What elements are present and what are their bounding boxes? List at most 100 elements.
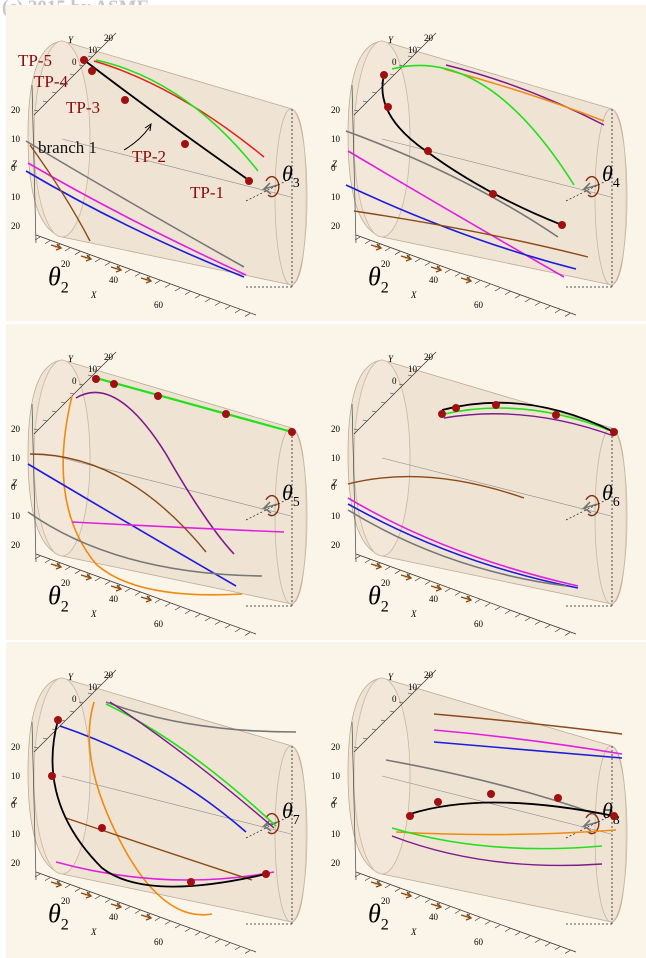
transition-point xyxy=(424,147,432,155)
z-tick-label: 10 xyxy=(331,511,341,521)
curve-purple xyxy=(109,701,275,829)
x-axis-tick xyxy=(474,599,481,603)
x-axis-tick xyxy=(414,895,421,900)
curve-branch-1 xyxy=(83,59,251,182)
x-axis-tick xyxy=(104,899,111,903)
panel-theta8: Z X Y 20 10 0 10 20 20 10 0 20 40 60 θ2 θ8 xyxy=(326,642,646,958)
y-tick-label: 0 xyxy=(72,57,77,67)
x-axis-tick xyxy=(34,236,41,241)
x-direction-arrow xyxy=(400,254,413,262)
rotation-arrow-icon xyxy=(581,501,599,514)
curve-purple xyxy=(391,835,603,867)
transition-point xyxy=(558,221,566,229)
cylinder-axis-line xyxy=(381,138,612,198)
x-direction-arrow xyxy=(430,584,443,592)
x-axis-label: X xyxy=(90,609,97,619)
z-axis-label: Z xyxy=(332,159,338,169)
y-axis-tick xyxy=(33,428,39,431)
panel-theta7: Z X Y 20 10 0 10 20 20 10 0 20 40 60 θ2 θ7 xyxy=(6,642,326,958)
x-axis-tick xyxy=(164,921,171,925)
cylinder-axis-line xyxy=(381,775,612,835)
y-axis-tick xyxy=(42,737,48,740)
transition-point xyxy=(288,428,296,436)
panel-theta4: Z X Y 20 10 0 10 20 20 10 0 20 40 60 θ2 θ4 xyxy=(326,5,646,321)
transition-point xyxy=(487,790,495,798)
curve-brown xyxy=(65,817,253,881)
x-tick-label: 40 xyxy=(109,275,119,285)
curve-magenta xyxy=(347,150,565,278)
y-axis-tick xyxy=(105,674,111,677)
x-axis-tick xyxy=(134,273,141,277)
z-tick-label: 20 xyxy=(11,858,21,868)
x-direction-arrow xyxy=(370,243,383,251)
x-axis-tick xyxy=(534,939,541,943)
x-tick-label: 40 xyxy=(429,912,439,922)
y-tick-label: 0 xyxy=(72,376,77,386)
z-axis-label: Z xyxy=(12,159,18,169)
x-axis-tick xyxy=(214,302,221,306)
z-axis-line xyxy=(31,84,37,244)
x-axis-tick xyxy=(494,287,501,292)
x-axis-tick xyxy=(214,621,221,625)
x-axis-tick xyxy=(224,942,231,947)
rotation-arrow-icon xyxy=(581,182,599,195)
transition-point xyxy=(380,71,388,79)
z-tick-label: 10 xyxy=(331,453,341,463)
y-axis-tick xyxy=(60,82,66,85)
x-direction-arrow xyxy=(430,265,443,273)
dotted-frame xyxy=(246,428,293,607)
tp-label: TP-3 xyxy=(66,98,100,117)
y-axis-line xyxy=(33,32,117,116)
z-tick-label: 0 xyxy=(11,800,16,810)
transition-point xyxy=(492,401,500,409)
x-axis-tick xyxy=(214,939,221,943)
y-axis-tick xyxy=(425,37,431,40)
transition-point xyxy=(554,794,562,802)
x-axis-tick xyxy=(534,621,541,625)
x-direction-arrow xyxy=(140,595,153,603)
curve-gray xyxy=(105,701,297,733)
x-axis-tick xyxy=(364,559,371,563)
branch-label: branch 1 xyxy=(38,138,97,157)
curve-gray xyxy=(345,130,559,238)
z-tick-label: 10 xyxy=(11,771,21,781)
curve-brown xyxy=(29,144,91,242)
x-direction-arrow xyxy=(370,880,383,888)
x-axis-tick xyxy=(174,287,181,292)
z-axis-label: Z xyxy=(332,478,338,488)
y-axis-line xyxy=(353,669,437,753)
panel-theta5: Z X Y 20 10 0 10 20 20 10 0 20 40 60 θ2 θ5 xyxy=(6,324,326,640)
theta2-label: θ2 xyxy=(48,899,69,933)
x-axis-tick xyxy=(444,588,451,593)
z-tick-label: 10 xyxy=(11,829,21,839)
z-tick-label: 0 xyxy=(11,482,16,492)
x-axis-label: X xyxy=(90,290,97,300)
dotted-radius xyxy=(565,817,607,839)
dotted-frame xyxy=(566,746,613,925)
z-tick-label: 20 xyxy=(331,742,341,752)
z-tick-label: 20 xyxy=(11,540,21,550)
x-axis-tick xyxy=(564,632,571,636)
x-direction-arrow xyxy=(460,276,473,284)
x-axis-tick xyxy=(234,946,241,951)
x-axis-tick xyxy=(234,628,241,633)
x-axis-tick xyxy=(194,294,201,299)
x-axis-tick xyxy=(34,555,41,560)
z-tick-label: 20 xyxy=(11,221,21,231)
x-axis-tick xyxy=(64,247,71,252)
y-axis-line xyxy=(353,351,437,435)
x-axis-tick xyxy=(394,888,401,892)
x-axis-tick xyxy=(514,294,521,299)
y-axis-tick xyxy=(78,64,84,67)
x-axis-tick xyxy=(244,313,251,317)
rotation-arrow-icon xyxy=(581,819,599,832)
z-tick-label: 20 xyxy=(331,540,341,550)
curve-green xyxy=(95,59,259,172)
x-axis-tick xyxy=(74,888,81,892)
z-tick-label: 10 xyxy=(11,511,21,521)
x-tick-label: 60 xyxy=(154,937,164,947)
curve-green xyxy=(105,703,277,827)
x-axis-tick xyxy=(124,588,131,593)
y-axis-tick xyxy=(416,365,422,368)
y-axis-line xyxy=(33,669,117,753)
